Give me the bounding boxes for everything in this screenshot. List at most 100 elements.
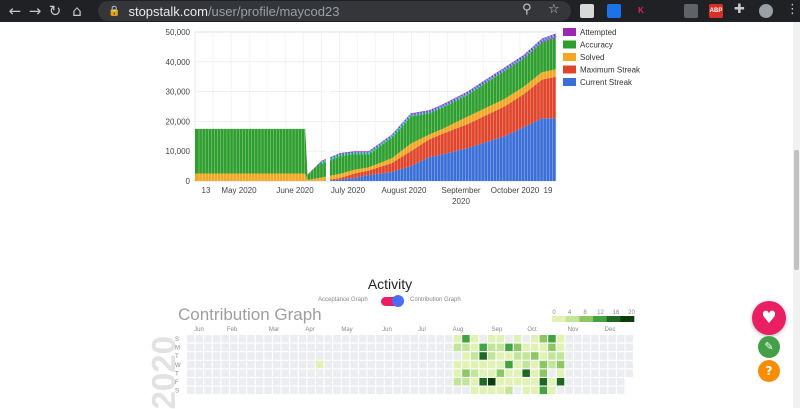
heatmap-cell[interactable] [445, 343, 453, 352]
heatmap-cell[interactable] [453, 352, 462, 360]
heatmap-cell[interactable] [212, 352, 221, 360]
heatmap-cell[interactable] [187, 378, 195, 386]
heatmap-cell[interactable] [548, 352, 556, 360]
heatmap-cell[interactable] [453, 360, 462, 369]
heatmap-cell[interactable] [230, 386, 238, 395]
heatmap-cell[interactable] [488, 352, 496, 360]
heatmap-cell[interactable] [393, 360, 401, 369]
heatmap-cell[interactable] [582, 378, 591, 386]
heatmap-cell[interactable] [462, 378, 470, 386]
heatmap-cell[interactable] [307, 360, 315, 369]
heatmap-cell[interactable] [599, 335, 608, 343]
address-bar[interactable]: 🔒 stopstalk.com/user/profile/maycod23 [98, 1, 571, 21]
heatmap-cell[interactable] [195, 335, 204, 343]
heatmap-cell[interactable] [410, 343, 419, 352]
heatmap-cell[interactable] [548, 378, 556, 386]
heatmap-cell[interactable] [617, 343, 625, 352]
heatmap-cell[interactable] [359, 352, 367, 360]
heatmap-cell[interactable] [247, 378, 255, 386]
heatmap-cell[interactable] [238, 335, 247, 343]
heatmap-cell[interactable] [513, 352, 522, 360]
heatmap-cell[interactable] [376, 360, 384, 369]
heatmap-cell[interactable] [247, 360, 255, 369]
heatmap-cell[interactable] [470, 335, 479, 343]
heatmap-cell[interactable] [221, 352, 229, 360]
heatmap-cell[interactable] [376, 343, 384, 352]
heatmap-cell[interactable] [582, 352, 591, 360]
heatmap-cell[interactable] [238, 352, 247, 360]
heatmap-cell[interactable] [255, 386, 264, 395]
heatmap-cell[interactable] [539, 352, 548, 360]
heatmap-cell[interactable] [445, 360, 453, 369]
heatmap-cell[interactable] [281, 343, 290, 352]
heatmap-cell[interactable] [453, 335, 462, 343]
heatmap-cell[interactable] [548, 386, 556, 395]
heatmap-cell[interactable] [393, 378, 401, 386]
heatmap-cell[interactable] [539, 360, 548, 369]
heatmap-cell[interactable] [238, 378, 247, 386]
heatmap-cell[interactable] [410, 378, 419, 386]
heatmap-cell[interactable] [496, 343, 505, 352]
heatmap-cell[interactable] [513, 335, 522, 343]
heatmap-cell[interactable] [591, 378, 599, 386]
heatmap-cell[interactable] [255, 352, 264, 360]
heatmap-cell[interactable] [617, 369, 625, 377]
chart-legend[interactable]: Attempted Accuracy Solved Maximum Streak Cur… [563, 28, 641, 87]
heatmap-cell[interactable] [359, 369, 367, 377]
heatmap-cell[interactable] [462, 335, 470, 343]
heatmap-cell[interactable] [531, 360, 539, 369]
heatmap-cell[interactable] [531, 369, 539, 377]
heatmap-cell[interactable] [221, 386, 229, 395]
heatmap-cell[interactable] [496, 360, 505, 369]
heatmap-cell[interactable] [556, 343, 565, 352]
heatmap-cell[interactable] [376, 352, 384, 360]
heatmap-cell[interactable] [419, 369, 427, 377]
heatmap-cell[interactable] [255, 378, 264, 386]
heatmap-cell[interactable] [316, 369, 324, 377]
heatmap-cell[interactable] [367, 343, 376, 352]
heatmap-cell[interactable] [548, 335, 556, 343]
heatmap-cell[interactable] [402, 386, 410, 395]
heatmap-cell[interactable] [419, 352, 427, 360]
heatmap-cell[interactable] [410, 386, 419, 395]
heatmap-cell[interactable] [281, 335, 290, 343]
heatmap-cell[interactable] [195, 386, 204, 395]
heatmap-cell[interactable] [505, 335, 513, 343]
heatmap-cell[interactable] [574, 378, 582, 386]
heatmap-cell[interactable] [539, 369, 548, 377]
heatmap-cell[interactable] [496, 369, 505, 377]
heatmap-cell[interactable] [488, 360, 496, 369]
heatmap-cell[interactable] [548, 360, 556, 369]
heatmap-cell[interactable] [230, 378, 238, 386]
heatmap-cell[interactable] [470, 386, 479, 395]
heatmap-cell[interactable] [316, 378, 324, 386]
heatmap-cell[interactable] [470, 369, 479, 377]
heatmap-cell[interactable] [333, 386, 341, 395]
heatmap-cell[interactable] [333, 352, 341, 360]
legend-label[interactable]: Current Streak [580, 78, 633, 87]
heatmap-cell[interactable] [187, 360, 195, 369]
heatmap-cell[interactable] [591, 352, 599, 360]
heatmap-cell[interactable] [539, 378, 548, 386]
heatmap-cell[interactable] [187, 335, 195, 343]
heatmap-cell[interactable] [608, 360, 616, 369]
heatmap-cells[interactable] [187, 335, 634, 395]
heatmap-cell[interactable] [221, 360, 229, 369]
heatmap-cell[interactable] [617, 386, 625, 395]
heatmap-cell[interactable] [522, 378, 530, 386]
heatmap-cell[interactable] [350, 352, 358, 360]
heatmap-cell[interactable] [195, 360, 204, 369]
heatmap-cell[interactable] [410, 369, 419, 377]
heatmap-cell[interactable] [402, 352, 410, 360]
heatmap-cell[interactable] [402, 360, 410, 369]
heatmap-cell[interactable] [204, 352, 212, 360]
heatmap-cell[interactable] [212, 360, 221, 369]
heatmap-cell[interactable] [367, 335, 376, 343]
heatmap-cell[interactable] [402, 335, 410, 343]
heatmap-cell[interactable] [470, 352, 479, 360]
heatmap-cell[interactable] [376, 335, 384, 343]
heatmap-cell[interactable] [599, 360, 608, 369]
heatmap-cell[interactable] [221, 369, 229, 377]
extension-icon[interactable]: K [634, 4, 648, 18]
heatmap-cell[interactable] [290, 335, 298, 343]
